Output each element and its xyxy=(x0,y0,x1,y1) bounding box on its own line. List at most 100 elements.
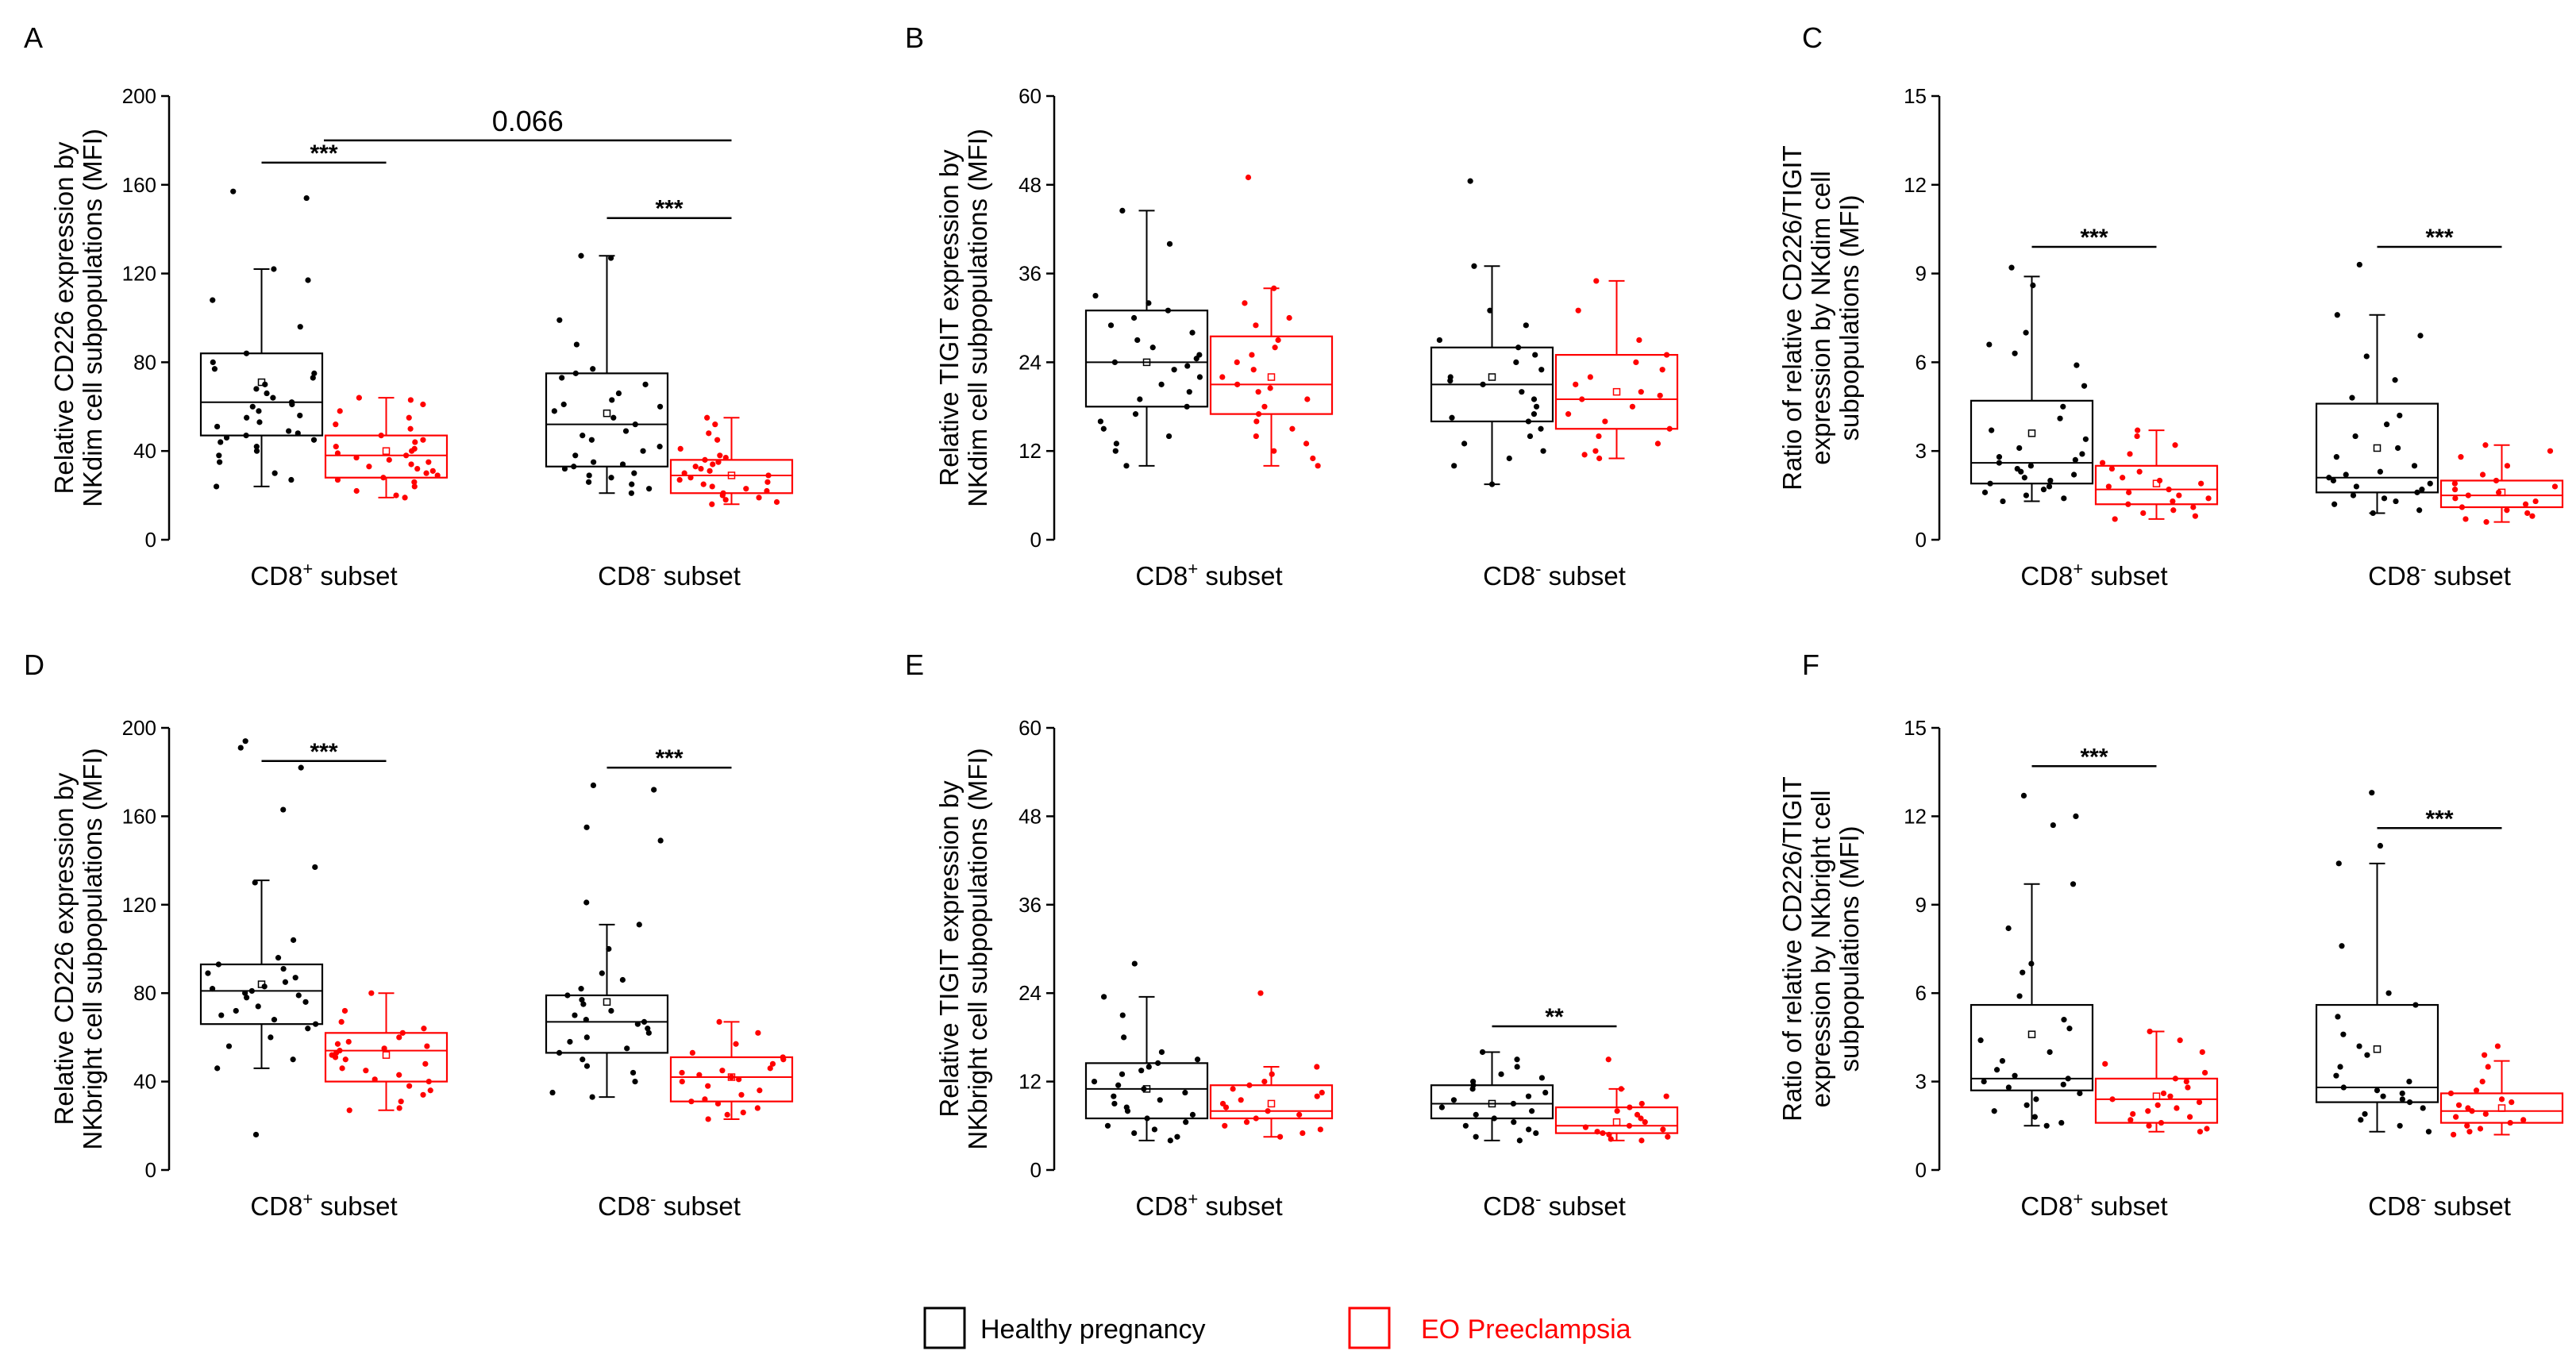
data-point xyxy=(651,787,657,793)
data-point xyxy=(2197,1129,2204,1135)
data-point xyxy=(2509,1099,2515,1106)
box-iqr xyxy=(1430,1084,1554,1120)
data-point xyxy=(1131,1129,1138,1137)
panel-letter: C xyxy=(1802,21,1823,54)
data-point xyxy=(2167,1093,2174,1099)
data-point xyxy=(393,492,399,498)
data-point xyxy=(2377,468,2383,475)
data-point xyxy=(1981,1079,1987,1085)
data-point xyxy=(302,999,309,1005)
data-point xyxy=(1473,1133,1479,1140)
data-point xyxy=(217,459,223,465)
data-point xyxy=(2082,436,2089,442)
data-point xyxy=(1119,1071,1126,1077)
box-iqr xyxy=(669,1056,794,1103)
box-mean-marker xyxy=(382,447,391,455)
data-point xyxy=(214,423,221,430)
data-point xyxy=(2522,501,2529,507)
data-point xyxy=(2380,1093,2386,1099)
data-point xyxy=(1511,1119,1517,1126)
y-axis-label-line: expression by NKdim cell xyxy=(1806,171,1835,464)
data-point xyxy=(1618,1086,1624,1092)
data-point xyxy=(757,1087,763,1094)
x-category-sup: + xyxy=(2073,559,2083,579)
data-point xyxy=(2335,860,2342,867)
data-point xyxy=(429,468,436,474)
significance-label: 0.066 xyxy=(492,105,564,137)
data-point xyxy=(2412,1002,2419,1008)
data-point xyxy=(334,476,341,483)
y-tick-label: 80 xyxy=(133,350,156,374)
data-point xyxy=(282,979,289,985)
significance-label: *** xyxy=(2080,225,2108,251)
data-point xyxy=(1165,307,1172,314)
box-pe xyxy=(1554,278,1679,462)
data-point xyxy=(608,1007,614,1014)
x-category-name: CD8 xyxy=(1483,1191,1535,1221)
data-point xyxy=(609,397,615,403)
data-point xyxy=(2187,1114,2193,1120)
data-point xyxy=(2160,1090,2167,1097)
data-point xyxy=(399,1029,406,1036)
data-point xyxy=(2031,1114,2038,1120)
data-point xyxy=(2102,1060,2108,1067)
data-point xyxy=(290,1056,296,1063)
data-point xyxy=(1165,433,1172,440)
data-point xyxy=(1104,1122,1111,1129)
data-point xyxy=(2061,495,2067,502)
data-point xyxy=(271,1017,278,1023)
y-tick-label: 36 xyxy=(1018,893,1042,917)
data-point xyxy=(657,444,663,450)
data-point xyxy=(2465,492,2471,498)
data-point xyxy=(1234,359,1240,365)
data-point xyxy=(412,439,418,445)
box-pe xyxy=(1209,990,1334,1140)
data-point xyxy=(689,1049,695,1056)
data-point xyxy=(255,1003,261,1010)
data-point xyxy=(218,439,224,445)
y-axis-label: Relative TIGIT expression byNKdim cell s… xyxy=(934,129,992,507)
data-point xyxy=(280,806,287,813)
y-axis-label-line: subpopulations (MFI) xyxy=(1835,826,1864,1072)
data-point xyxy=(624,1045,630,1052)
data-point xyxy=(2392,377,2398,383)
x-category-suffix: subset xyxy=(1541,1191,1625,1221)
data-point xyxy=(1184,403,1190,410)
box-iqr xyxy=(1209,335,1334,415)
data-point xyxy=(583,1017,589,1023)
data-point xyxy=(2008,264,2015,271)
y-tick-label: 3 xyxy=(1916,439,1927,463)
data-point xyxy=(2154,1102,2161,1108)
data-point xyxy=(396,1034,402,1041)
data-point xyxy=(262,381,268,387)
data-point xyxy=(2170,498,2176,505)
data-point xyxy=(2363,353,2370,360)
data-point xyxy=(645,1026,651,1032)
box-mean-marker xyxy=(1142,358,1151,367)
legend-label-pe: EO Preeclampsia xyxy=(1421,1314,1631,1345)
data-point xyxy=(270,394,276,401)
data-point xyxy=(406,414,412,421)
y-axis-label: Relative TIGIT expression byNKbright cel… xyxy=(934,748,992,1149)
data-point xyxy=(2005,1084,2012,1091)
data-point xyxy=(211,366,218,372)
data-point xyxy=(1579,396,1585,402)
data-point xyxy=(1450,1097,1457,1103)
data-point xyxy=(341,1007,348,1014)
data-point xyxy=(560,401,567,408)
data-point xyxy=(719,1068,726,1074)
data-point xyxy=(1626,1122,1633,1129)
data-point xyxy=(252,879,258,886)
data-point xyxy=(2352,433,2358,440)
data-point xyxy=(1157,1097,1163,1103)
data-point xyxy=(1581,452,1588,458)
data-point xyxy=(303,194,310,202)
significance-label: *** xyxy=(2425,806,2453,832)
data-point xyxy=(1488,481,1496,487)
data-point xyxy=(1565,411,1572,418)
data-point xyxy=(1138,1068,1145,1074)
data-point xyxy=(1111,1100,1118,1107)
data-point xyxy=(1167,1137,1173,1144)
box-mean-marker xyxy=(2373,1045,2382,1053)
data-point xyxy=(1510,1100,1517,1107)
